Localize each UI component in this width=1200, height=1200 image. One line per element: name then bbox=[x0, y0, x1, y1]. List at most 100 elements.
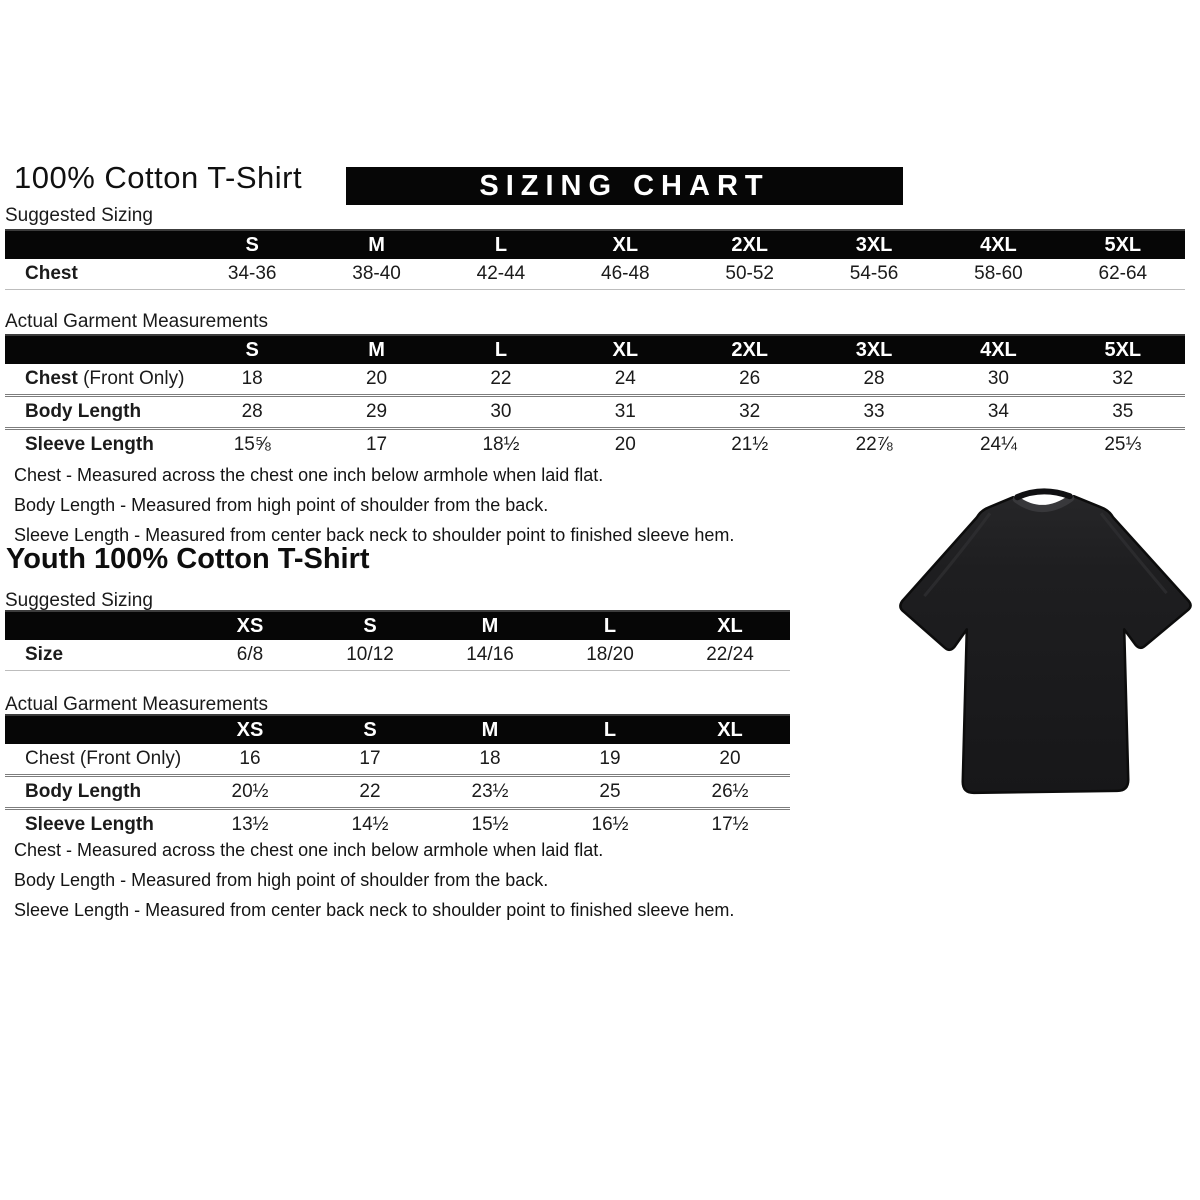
table-cell: 38-40 bbox=[314, 259, 439, 290]
row-label: Body Length bbox=[5, 397, 190, 430]
table-header-cell: XS bbox=[190, 716, 310, 744]
table-header-cell: S bbox=[310, 612, 430, 640]
table-cell: 20 bbox=[670, 744, 790, 777]
adult-suggested-sizing-table: S M L XL 2XL 3XL 4XL 5XL Chest 34-36 38-… bbox=[5, 229, 1185, 290]
row-label: Body Length bbox=[5, 777, 190, 810]
table-header-cell: L bbox=[438, 231, 564, 259]
table-cell: 25⅓ bbox=[1060, 430, 1185, 460]
row-label-suffix: (Front Only) bbox=[77, 368, 185, 389]
table-header-cell: 3XL bbox=[811, 336, 937, 364]
table-cell: 42-44 bbox=[438, 259, 564, 290]
table-cell: 62-64 bbox=[1060, 259, 1185, 290]
adult-actual-measurements-heading: Actual Garment Measurements bbox=[5, 311, 268, 332]
sizing-chart-banner: SIZING CHART bbox=[346, 167, 903, 205]
note-line: Body Length - Measured from high point o… bbox=[14, 870, 549, 890]
youth-actual-measurements-heading: Actual Garment Measurements bbox=[5, 694, 268, 715]
note-line: Body Length - Measured from high point o… bbox=[14, 495, 549, 515]
table-cell: 26½ bbox=[670, 777, 790, 810]
table-cell: 34-36 bbox=[190, 259, 315, 290]
table-cell: 14/16 bbox=[430, 640, 550, 671]
tshirt-image bbox=[899, 488, 1192, 795]
table-cell: 17½ bbox=[670, 810, 790, 840]
tshirt-collar-back bbox=[1014, 488, 1073, 501]
table-cell: 22/24 bbox=[670, 640, 790, 671]
table-cell: 18½ bbox=[438, 430, 564, 460]
table-cell: 10/12 bbox=[310, 640, 430, 671]
table-header-cell: 5XL bbox=[1060, 336, 1185, 364]
note-line: Chest - Measured across the chest one in… bbox=[14, 840, 604, 860]
table-cell: 24¼ bbox=[936, 430, 1061, 460]
table-cell: 23½ bbox=[430, 777, 550, 810]
table-cell: 54-56 bbox=[811, 259, 937, 290]
note-line: Sleeve Length - Measured from center bac… bbox=[14, 900, 735, 920]
youth-measurement-notes: Chest - Measured across the chest one in… bbox=[14, 840, 734, 930]
table-cell: 29 bbox=[314, 397, 439, 430]
table-cell: 58-60 bbox=[936, 259, 1061, 290]
table-cell: 16½ bbox=[550, 810, 670, 840]
table-header-cell: S bbox=[190, 231, 315, 259]
table-cell: 6/8 bbox=[190, 640, 310, 671]
table-cell: 17 bbox=[314, 430, 439, 460]
table-cell: 28 bbox=[811, 364, 937, 397]
table-header-cell: XL bbox=[563, 231, 688, 259]
table-cell: 21½ bbox=[687, 430, 812, 460]
table-cell: 18 bbox=[430, 744, 550, 777]
row-label-text: Chest bbox=[25, 368, 78, 389]
table-cell: 28 bbox=[190, 397, 315, 430]
table-cell: 18/20 bbox=[550, 640, 670, 671]
table-header-cell: L bbox=[550, 612, 670, 640]
row-label: Sleeve Length bbox=[5, 810, 190, 840]
table-header-cell: L bbox=[438, 336, 564, 364]
table-cell: 30 bbox=[936, 364, 1061, 397]
table-header-cell: M bbox=[314, 336, 439, 364]
table-cell: 15½ bbox=[430, 810, 550, 840]
table-cell: 22⅞ bbox=[811, 430, 937, 460]
table-cell: 19 bbox=[550, 744, 670, 777]
youth-section-title: Youth 100% Cotton T-Shirt bbox=[6, 543, 370, 575]
table-header-cell: 4XL bbox=[936, 231, 1061, 259]
table-header-cell: L bbox=[550, 716, 670, 744]
table-header-cell bbox=[5, 716, 190, 744]
tshirt-body bbox=[899, 494, 1192, 795]
table-header-cell: XL bbox=[563, 336, 688, 364]
page-title: 100% Cotton T-Shirt bbox=[14, 160, 303, 195]
table-cell: 24 bbox=[563, 364, 688, 397]
table-header-cell: XL bbox=[670, 612, 790, 640]
table-cell: 22 bbox=[310, 777, 430, 810]
tshirt-collar bbox=[1012, 494, 1075, 513]
youth-suggested-sizing-heading: Suggested Sizing bbox=[5, 590, 153, 611]
table-header-cell: M bbox=[430, 612, 550, 640]
table-header-cell: 4XL bbox=[936, 336, 1061, 364]
table-header-cell: 5XL bbox=[1060, 231, 1185, 259]
table-cell: 30 bbox=[438, 397, 564, 430]
table-header-cell bbox=[5, 336, 190, 364]
table-cell: 20½ bbox=[190, 777, 310, 810]
table-cell: 16 bbox=[190, 744, 310, 777]
table-header-cell: S bbox=[190, 336, 315, 364]
table-header-cell: XS bbox=[190, 612, 310, 640]
table-header-cell: S bbox=[310, 716, 430, 744]
table-cell: 34 bbox=[936, 397, 1061, 430]
row-label: Chest (Front Only) bbox=[5, 364, 190, 397]
table-header-cell: XL bbox=[670, 716, 790, 744]
youth-suggested-sizing-table: XS S M L XL Size 6/8 10/12 14/16 18/20 2… bbox=[5, 610, 790, 671]
table-cell: 20 bbox=[314, 364, 439, 397]
row-label: Size bbox=[5, 640, 190, 671]
table-cell: 46-48 bbox=[563, 259, 688, 290]
table-cell: 18 bbox=[190, 364, 315, 397]
row-label: Chest bbox=[5, 259, 190, 290]
table-cell: 33 bbox=[811, 397, 937, 430]
row-label: Sleeve Length bbox=[5, 430, 190, 460]
table-header-cell: 3XL bbox=[811, 231, 937, 259]
adult-actual-measurements-table: S M L XL 2XL 3XL 4XL 5XL Chest (Front On… bbox=[5, 334, 1185, 460]
table-cell: 15⅝ bbox=[190, 430, 315, 460]
table-cell: 25 bbox=[550, 777, 670, 810]
table-header-cell bbox=[5, 231, 190, 259]
youth-actual-measurements-table: XS S M L XL Chest (Front Only) 16 17 18 … bbox=[5, 714, 790, 840]
table-header-cell bbox=[5, 612, 190, 640]
table-cell: 20 bbox=[563, 430, 688, 460]
note-line: Chest - Measured across the chest one in… bbox=[14, 465, 604, 485]
adult-suggested-sizing-heading: Suggested Sizing bbox=[5, 205, 153, 226]
table-cell: 13½ bbox=[190, 810, 310, 840]
table-header-cell: 2XL bbox=[687, 231, 812, 259]
